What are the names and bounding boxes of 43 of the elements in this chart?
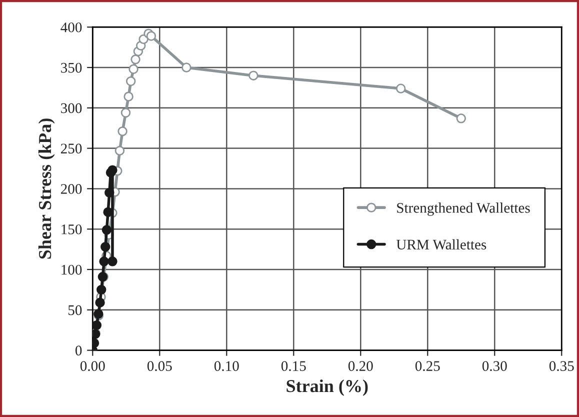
point bbox=[124, 92, 134, 102]
x-tick-label: 0.05 bbox=[147, 361, 172, 372]
point bbox=[102, 225, 112, 235]
legend-label: Strengthened Wallettes bbox=[397, 202, 530, 216]
y-tick-label: 50 bbox=[68, 305, 82, 316]
point bbox=[108, 165, 118, 175]
x-tick-label: 0.35 bbox=[549, 361, 574, 372]
x-axis-title: Strain (%) bbox=[286, 379, 368, 396]
x-tick-label: 0.25 bbox=[415, 361, 440, 372]
point bbox=[118, 126, 128, 136]
y-tick-label: 300 bbox=[61, 103, 82, 114]
y-tick-label: 100 bbox=[62, 264, 82, 275]
point bbox=[248, 70, 258, 80]
y-axis-title: Shear Stress (kPa) bbox=[38, 118, 55, 259]
x-tick-label: 0.00 bbox=[80, 361, 105, 372]
legend-label: URM Wallettes bbox=[396, 239, 486, 250]
y-tick-label: 250 bbox=[60, 144, 82, 154]
point bbox=[120, 108, 131, 118]
point bbox=[128, 64, 138, 74]
y-tick-label: 400 bbox=[60, 22, 82, 32]
point bbox=[92, 320, 102, 330]
point bbox=[95, 298, 105, 308]
point bbox=[146, 31, 156, 41]
point bbox=[104, 188, 114, 198]
x-tick-label: 0.20 bbox=[348, 361, 373, 372]
y-tick-label: 150 bbox=[62, 224, 82, 234]
x-tick-label: 0.30 bbox=[482, 361, 507, 372]
point bbox=[99, 256, 109, 266]
point bbox=[108, 256, 118, 266]
point bbox=[103, 207, 113, 217]
point bbox=[96, 284, 106, 295]
y-tick-label: 0 bbox=[75, 346, 82, 356]
x-tick-label: 0.10 bbox=[214, 361, 239, 372]
point bbox=[396, 84, 406, 94]
point bbox=[114, 146, 125, 156]
point bbox=[456, 114, 466, 124]
x-tick-label: 0.15 bbox=[281, 361, 306, 372]
point bbox=[130, 54, 140, 64]
y-tick-label: 200 bbox=[60, 184, 82, 194]
point bbox=[182, 62, 192, 72]
y-tick-label: 350 bbox=[61, 62, 82, 73]
point bbox=[100, 242, 110, 252]
point bbox=[126, 76, 136, 86]
